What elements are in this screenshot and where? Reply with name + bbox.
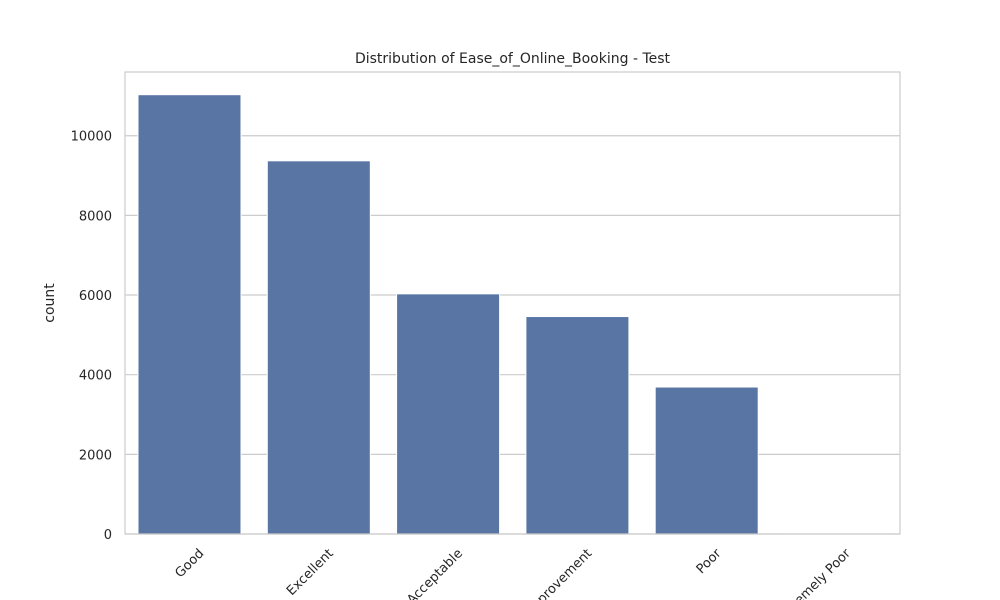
bar-poor <box>654 386 759 535</box>
x-tick-label: Extremely Poor <box>773 546 854 600</box>
bars <box>137 94 888 535</box>
y-tick-label: 4000 <box>79 369 112 384</box>
x-tick-label: Needs Improvement <box>491 546 595 600</box>
bar-acceptable <box>396 293 501 535</box>
y-axis-label: count <box>42 283 58 323</box>
x-tick-label: Excellent <box>284 546 337 599</box>
y-tick-label: 6000 <box>79 289 112 304</box>
bar-good <box>137 94 242 535</box>
y-tick-label: 2000 <box>79 448 112 463</box>
chart-title: Distribution of Ease_of_Online_Booking -… <box>355 51 671 67</box>
bar-excellent <box>266 160 371 535</box>
y-tick-label: 10000 <box>71 130 112 145</box>
y-tick-labels: 0 2000 4000 6000 8000 10000 <box>71 130 112 543</box>
y-tick-label: 8000 <box>79 209 112 224</box>
x-tick-labels: Good Excellent Acceptable Needs Improvement… <box>173 546 855 600</box>
x-tick-label: Poor <box>694 546 725 577</box>
x-tick-label: Good <box>173 546 208 581</box>
bar-needs-improvement <box>525 316 630 535</box>
y-tick-label: 0 <box>104 528 112 543</box>
plot-frame <box>124 71 901 535</box>
x-tick-label: Acceptable <box>404 546 466 600</box>
